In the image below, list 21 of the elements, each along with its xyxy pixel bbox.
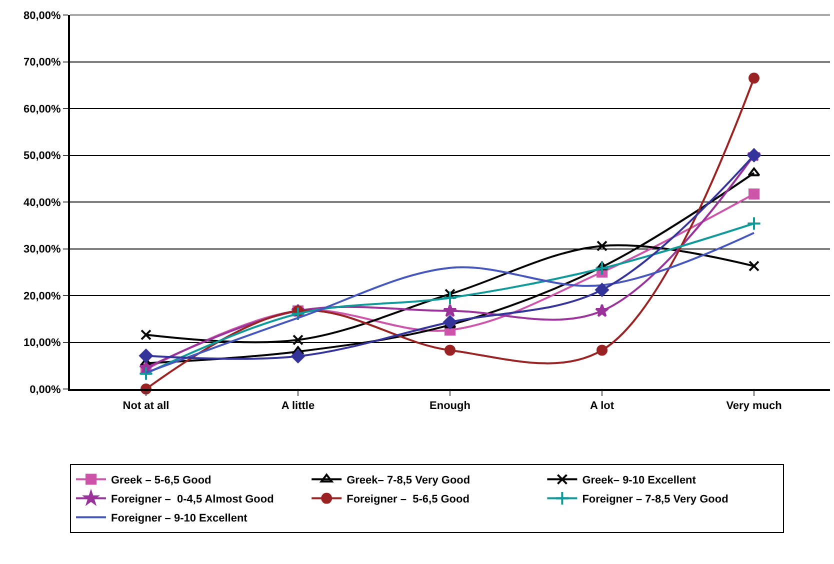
legend-label: Greek – 5-6,5 Good — [111, 474, 212, 487]
legend-label: Foreigner – 9-10 Excellent — [111, 512, 248, 525]
legend-label: Foreigner – 5-6,5 Good — [346, 494, 470, 506]
legend-label: Greek– 9-10 Excellent — [582, 474, 696, 487]
x-tick-label: Enough — [430, 400, 471, 412]
y-tick-label: 0,00% — [30, 384, 62, 396]
legend-label: Foreigner – 7-8,5 Very Good — [582, 494, 728, 506]
y-tick-label: 50,00% — [23, 150, 62, 162]
y-tick-label: 80,00% — [23, 10, 62, 22]
y-tick-label: 30,00% — [23, 244, 62, 256]
legend-label: Greek– 7-8,5 Very Good — [346, 474, 470, 487]
y-tick-label: 20,00% — [23, 290, 62, 302]
y-tick-label: 10,00% — [23, 337, 62, 350]
y-tick-label: 70,00% — [23, 56, 62, 69]
x-tick-label: A lot — [590, 400, 614, 412]
x-tick-label: A little — [281, 400, 315, 412]
y-tick-label: 40,00% — [23, 196, 62, 209]
legend-label: Foreigner – 0-4,5 Almost Good — [111, 494, 274, 506]
x-tick-label: Very much — [726, 400, 782, 412]
x-tick-label: Not at all — [122, 400, 170, 412]
y-tick-label: 60,00% — [23, 103, 62, 116]
